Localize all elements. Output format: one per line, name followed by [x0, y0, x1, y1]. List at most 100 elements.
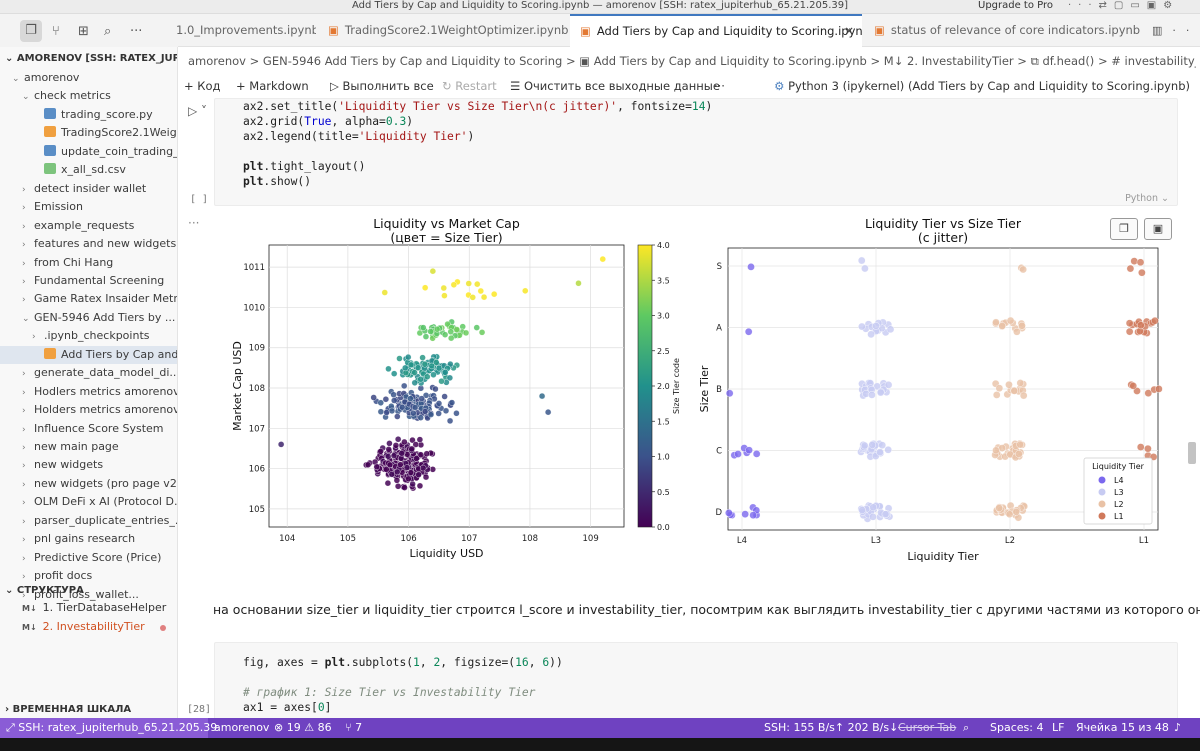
eol-indicator[interactable]: LF [1052, 721, 1065, 734]
add-code-button[interactable]: + Код [184, 79, 221, 93]
more-icon[interactable]: ··· [130, 24, 143, 39]
tree-item[interactable]: › new main page [0, 438, 177, 456]
toolbar-more-button[interactable]: ··· [714, 79, 725, 93]
cursor-tab-indicator[interactable]: Cursor Tab [898, 721, 957, 734]
breadcrumb[interactable]: amorenov > GEN-5946 Add Tiers by Cap and… [188, 54, 1196, 68]
scatter-point [440, 284, 447, 292]
tree-item[interactable]: ⌄ amorenov [0, 69, 177, 87]
tree-item[interactable]: › .ipynb_checkpoints [0, 327, 177, 345]
explorer-icon[interactable]: ❐ [20, 20, 42, 42]
ports-indicator[interactable]: ⑂ 7 [345, 721, 363, 734]
tree-item[interactable]: › Fundamental Screening [0, 272, 177, 290]
scatter-point [998, 322, 1007, 330]
run-cell-icon[interactable]: ▷ ˅ [188, 104, 208, 118]
copy-output-icon[interactable]: ❐ [1110, 218, 1138, 240]
extensions-icon[interactable]: ⊞ [78, 24, 89, 39]
kernel-picker[interactable]: ⚙ Python 3 (ipykernel) (Add Tiers by Cap… [774, 79, 1190, 93]
bell-icon[interactable]: ♪ [1174, 721, 1182, 734]
scatter-point [446, 374, 454, 382]
tree-item[interactable]: › Emission [0, 198, 177, 216]
scatter-point [868, 441, 877, 449]
editor-scrollbar[interactable] [1188, 442, 1196, 464]
scatter-point [394, 436, 402, 443]
indentation-indicator[interactable]: Spaces: 4 [990, 721, 1044, 734]
remote-indicator[interactable]: ⤢ SSH: ratex_jupiterhub_65.21.205.39 [0, 718, 217, 738]
zoom-icon[interactable]: ⌕ [963, 721, 970, 734]
tree-item[interactable]: › Game Ratex Insaider Metr... [0, 290, 177, 308]
tree-item[interactable]: › detect insider wallet [0, 180, 177, 198]
code-cell[interactable]: fig, axes = plt.subplots(1, 2, figsize=(… [214, 642, 1178, 718]
markdown-cell-text[interactable]: на основании size_tier и liquidity_tier … [213, 602, 1200, 617]
colorbar-tick-label: 1.0 [657, 453, 670, 462]
y-tick-label: D [715, 508, 722, 518]
x-tick-label: L3 [871, 536, 881, 546]
tree-item[interactable]: › OLM DeFi x AI (Protocol D... [0, 493, 177, 511]
tree-item[interactable]: ⌄ check metrics [0, 87, 177, 105]
outline-item-tier-helper[interactable]: M↓ 1. TierDatabaseHelper [22, 601, 167, 614]
run-all-button[interactable]: ▷ Выполнить все [330, 79, 434, 93]
split-editor-icon[interactable]: ▥··· [1152, 24, 1200, 37]
notebook-icon: ▣ [580, 24, 591, 38]
outline-item-investability[interactable]: M↓ 2. InvestabilityTier [22, 620, 145, 633]
code-cell[interactable]: ax2.set_title('Liquidity Tier vs Size Ti… [214, 98, 1178, 206]
tree-item[interactable]: TradingScore2.1Weight... [0, 124, 177, 142]
close-icon[interactable]: ✕ [844, 24, 854, 38]
scatter-point [441, 331, 449, 338]
tree-item[interactable]: › pnl gains research [0, 530, 177, 548]
scatter-point [394, 483, 402, 490]
tree-item[interactable]: › new widgets [0, 456, 177, 474]
tree-item[interactable]: › from Chi Hang [0, 254, 177, 272]
tree-item[interactable]: update_coin_trading_sc... [0, 143, 177, 161]
tree-item[interactable]: › features and new widgets... [0, 235, 177, 253]
scatter-point [447, 328, 454, 335]
tree-item[interactable]: › profit_loss_wallet... [0, 586, 177, 604]
tree-item[interactable]: › parser_duplicate_entries_... [0, 512, 177, 530]
chart-subtitle: (c jitter) [918, 230, 968, 245]
scatter-point [884, 381, 893, 389]
scatter-point [381, 289, 388, 296]
tree-item[interactable]: ⌄ GEN-5946 Add Tiers by ... [0, 309, 177, 327]
window-controls[interactable]: ···⇄▢▭▣⚙ [1068, 0, 1180, 11]
source-control-icon[interactable]: ⑂ [52, 24, 60, 39]
tree-item[interactable]: trading_score.py [0, 106, 177, 124]
tab-weight-optimizer[interactable]: ▣ TradingScore2.1WeightOptimizer.ipynb [328, 23, 568, 37]
tree-item[interactable]: Add Tiers by Cap and Li... [0, 345, 177, 364]
add-markdown-button[interactable]: + Markdown [236, 79, 309, 93]
outline-header[interactable]: ⌄ СТРУКТУРА [5, 585, 84, 596]
x-tick-label: 107 [461, 534, 477, 544]
scatter-point [411, 369, 418, 376]
save-output-icon[interactable]: ▣ [1144, 218, 1172, 240]
tree-item[interactable]: › new widgets (pro page v2... [0, 475, 177, 493]
search-icon[interactable]: ⌕ [104, 24, 112, 39]
timeline-header[interactable]: › ВРЕМЕННАЯ ШКАЛА [5, 704, 132, 715]
y-axis-label: Market Cap USD [231, 341, 244, 431]
scatter-point [397, 461, 404, 468]
tree-item[interactable]: › generate_data_model_di... [0, 364, 177, 382]
tree-item[interactable]: › profit docs [0, 567, 177, 585]
restart-button[interactable]: ↻ Restart [442, 79, 497, 93]
problems-indicator[interactable]: ⊗ 19 ⚠ 86 [274, 721, 332, 734]
code-line: ax2.grid(True, alpha=0.3) [243, 115, 414, 128]
execution-count: [28] [187, 704, 212, 715]
chevron-right-icon: › [32, 332, 36, 343]
status-user[interactable]: amorenov [214, 721, 270, 734]
scatter-point [394, 468, 401, 476]
tree-item[interactable]: › Influence Score System [0, 420, 177, 438]
scatter-point [409, 480, 416, 488]
upgrade-link[interactable]: Upgrade to Pro [978, 0, 1054, 11]
tree-item-label: Hodlers metrics amorenov [34, 384, 178, 398]
output-more-icon[interactable]: ··· [188, 216, 200, 230]
tree-item[interactable]: › example_requests [0, 217, 177, 235]
tab-add-tiers[interactable]: ▣ Add Tiers by Cap and Liquidity to Scori… [570, 14, 862, 47]
tree-item[interactable]: › Hodlers metrics amorenov [0, 383, 178, 401]
explorer-root-label[interactable]: ⌄ AMORENOV [SSH: RATEX_JUPI... [5, 53, 178, 64]
scatter-point [422, 333, 430, 340]
cell-language-label[interactable]: Python ⌄ [1125, 193, 1169, 204]
tab-improvements[interactable]: 1.0_Improvements.ipynb [176, 23, 316, 37]
tree-item[interactable]: › Holders metrics amorenov [0, 401, 177, 419]
tree-item-label: Fundamental Screening [34, 273, 165, 287]
tree-item[interactable]: x_all_sd.csv [0, 161, 177, 179]
tree-item[interactable]: › Predictive Score (Price) [0, 549, 177, 567]
clear-outputs-button[interactable]: ☰ Очистить все выходные данные [510, 79, 720, 93]
tab-status-relevance[interactable]: ▣ status of relevance of core indicators.… [874, 23, 1141, 37]
